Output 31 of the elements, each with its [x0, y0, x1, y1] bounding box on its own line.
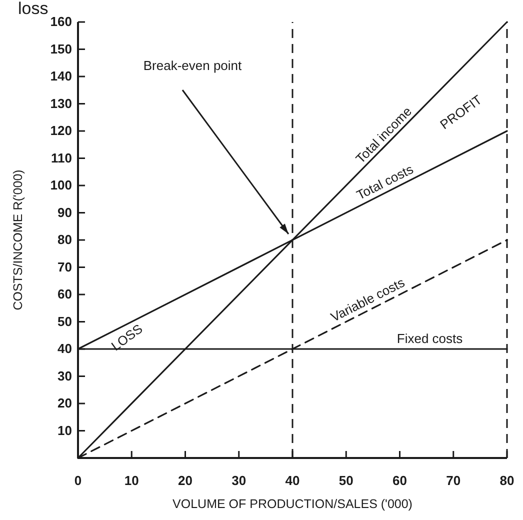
x-tick-label: 60 — [392, 473, 407, 488]
y-tick-label: 100 — [50, 178, 72, 193]
series-label: Fixed costs — [396, 331, 464, 346]
x-tick-label: 30 — [232, 473, 246, 488]
x-tick-label: 70 — [446, 473, 461, 488]
y-tick-label: 140 — [50, 68, 72, 84]
y-tick-label: 130 — [50, 96, 72, 111]
y-tick-label: 120 — [50, 123, 72, 138]
y-tick-label: 110 — [51, 150, 72, 166]
y-axis-title: COSTS/INCOME R('000) — [11, 170, 25, 310]
y-tick-label: 50 — [58, 314, 72, 329]
y-tick-label: 150 — [50, 41, 72, 56]
x-tick-label: 20 — [178, 473, 192, 488]
y-tick-label: 160 — [50, 14, 72, 30]
x-tick-label: 10 — [124, 473, 139, 488]
y-tick-label: 10 — [58, 422, 72, 438]
y-tick-label: 20 — [58, 396, 72, 411]
y-tick-label: 70 — [58, 259, 72, 274]
text: Total costs — [354, 161, 416, 203]
annotation: Break-even point — [143, 58, 242, 73]
y-tick-label: 80 — [58, 232, 72, 248]
x-tick-label: 0 — [74, 473, 82, 488]
y-tick-label: 90 — [58, 204, 72, 220]
x-axis-title: VOLUME OF PRODUCTION/SALES ('000) — [172, 497, 412, 511]
y-tick-label: 60 — [58, 286, 72, 302]
x-tick-label: 50 — [338, 473, 354, 488]
text: loss — [18, 0, 48, 18]
y-tick-label: 40 — [58, 341, 72, 356]
y-tick-label: 30 — [58, 368, 72, 384]
x-tick-label: 40 — [285, 473, 300, 488]
x-tick-label: 80 — [500, 473, 514, 488]
